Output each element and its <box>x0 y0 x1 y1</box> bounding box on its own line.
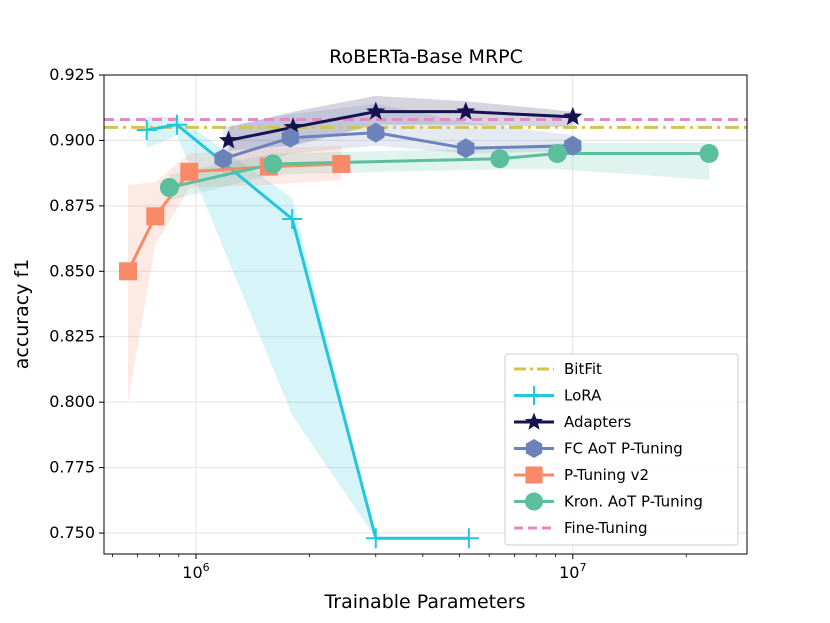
band-lora <box>146 116 469 539</box>
legend-marker-lora <box>524 386 544 405</box>
legend-marker-p-tuning-v2 <box>525 466 543 484</box>
y-tick-label: 0.850 <box>49 261 95 280</box>
legend: BitFit LoRA Adapters FC AoT P-Tuning P-Tunin… <box>504 353 739 546</box>
legend-label-bitfit: BitFit <box>564 360 602 378</box>
point-fc-aot-p-tuning <box>214 148 232 169</box>
legend-entry-fc-aot-p-tuning: FC AoT P-Tuning <box>514 439 683 458</box>
legend-label-adapters: Adapters <box>564 413 632 431</box>
chart-title: RoBERTa-Base MRPC <box>329 46 523 68</box>
legend-marker-adapters <box>525 412 543 430</box>
point-kron-aot-p-tuning <box>263 154 283 174</box>
point-fc-aot-p-tuning <box>367 122 385 143</box>
point-kron-aot-p-tuning <box>490 149 510 169</box>
legend-box <box>504 353 739 546</box>
band-p-tuning-v2 <box>128 145 342 403</box>
plot-frame <box>103 74 748 555</box>
axis-ticks: 0.925 0.900 0.875 0.850 0.825 0.800 0.775 0.750… <box>49 65 687 582</box>
point-fc-aot-p-tuning <box>564 135 582 156</box>
point-p-tuning-v2 <box>180 162 199 181</box>
point-p-tuning-v2 <box>146 207 165 226</box>
x-tick-label: 106 <box>182 561 209 582</box>
y-tick-label: 0.925 <box>49 65 95 84</box>
point-lora <box>136 119 157 140</box>
point-kron-aot-p-tuning <box>699 144 719 164</box>
legend-label-lora: LoRA <box>564 387 602 405</box>
legend-marker-fc-aot-p-tuning <box>525 439 543 458</box>
legend-entry-adapters: Adapters <box>514 412 632 431</box>
y-axis-label: accuracy f1 <box>11 259 33 370</box>
band-fc-aot-p-tuning <box>223 103 573 178</box>
point-adapters <box>366 101 386 120</box>
legend-entry-bitfit: BitFit <box>514 360 602 378</box>
y-tick-label: 0.800 <box>49 392 95 411</box>
legend-entry-p-tuning-v2: P-Tuning v2 <box>514 466 649 484</box>
y-tick-label: 0.750 <box>49 523 95 542</box>
legend-marker-kron-aot-p-tuning <box>524 492 544 511</box>
point-lora <box>458 528 479 549</box>
point-adapters <box>563 106 583 125</box>
point-fc-aot-p-tuning <box>281 127 299 148</box>
legend-label-p-tuning-v2: P-Tuning v2 <box>564 466 649 484</box>
legend-entry-fine-tuning: Fine-Tuning <box>514 519 648 537</box>
y-tick-label: 0.825 <box>49 327 95 346</box>
legend-entry-kron-aot-p-tuning: Kron. AoT P-Tuning <box>514 492 703 511</box>
legend-label-fine-tuning: Fine-Tuning <box>564 519 648 537</box>
point-adapters <box>219 130 238 149</box>
legend-label-kron-aot-p-tuning: Kron. AoT P-Tuning <box>564 493 703 511</box>
y-tick-label: 0.900 <box>49 130 95 149</box>
point-lora <box>365 528 386 549</box>
x-tick-label: 107 <box>559 561 586 582</box>
reference-lines <box>104 117 747 129</box>
x-axis-label: Trainable Parameters <box>323 591 525 613</box>
band-kron-aot-p-tuning <box>169 143 710 201</box>
point-p-tuning-v2 <box>332 154 351 173</box>
point-adapters <box>456 101 476 120</box>
legend-entry-lora: LoRA <box>514 386 602 405</box>
y-tick-label: 0.875 <box>49 196 95 215</box>
y-tick-label: 0.775 <box>49 458 95 477</box>
point-p-tuning-v2 <box>118 262 137 281</box>
point-lora <box>166 114 187 135</box>
legend-label-fc-aot-p-tuning: FC AoT P-Tuning <box>564 440 683 458</box>
point-kron-aot-p-tuning <box>159 178 179 198</box>
point-kron-aot-p-tuning <box>547 144 567 164</box>
series-markers <box>118 101 719 549</box>
point-fc-aot-p-tuning <box>457 138 475 159</box>
point-lora <box>282 208 303 229</box>
point-adapters <box>283 117 303 136</box>
